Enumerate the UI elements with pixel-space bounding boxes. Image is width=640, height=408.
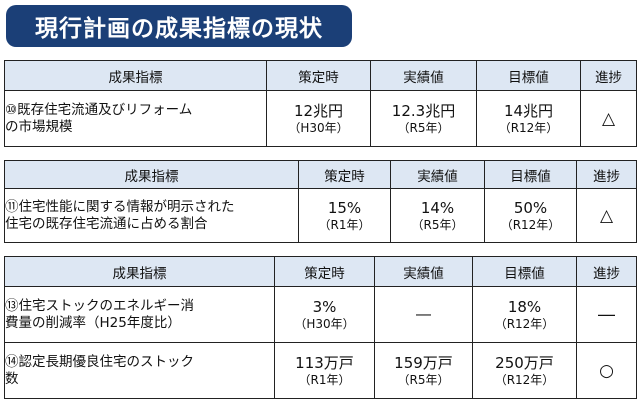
indicator-cell: ⑪住宅性能に関する情報が明示された 住宅の既存住宅流通に占める割合 bbox=[4, 188, 299, 243]
actual-year: （R5年） bbox=[397, 372, 450, 387]
header-progress: 進捗 bbox=[576, 160, 637, 189]
baseline-year: （H30年） bbox=[288, 120, 349, 135]
header-actual: 実績値 bbox=[374, 256, 473, 287]
indicator-cell: ⑬住宅ストックのエネルギー消 費量の削減率（H25年度比） bbox=[4, 286, 275, 343]
baseline-cell: 12兆円 （H30年） bbox=[266, 90, 371, 147]
indicator-table-1: 成果指標 策定時 実績値 目標値 進捗 ⑩既存住宅流通及びリフォーム の市場規模… bbox=[4, 60, 637, 147]
indicator-table-2: 成果指標 策定時 実績値 目標値 進捗 ⑪住宅性能に関する情報が明示された 住宅… bbox=[4, 160, 637, 243]
header-baseline: 策定時 bbox=[266, 60, 371, 91]
indicator-line: ⑭認定長期優良住宅のストック bbox=[5, 353, 194, 370]
target-cell: 14兆円 （R12年） bbox=[476, 90, 581, 147]
baseline-cell: 15% （R1年） bbox=[298, 188, 391, 243]
table-row: ⑬住宅ストックのエネルギー消 費量の削減率（H25年度比） 3% （H30年） … bbox=[4, 286, 637, 343]
target-cell: 50% （R12年） bbox=[484, 188, 577, 243]
indicator-line: ⑩既存住宅流通及びリフォーム bbox=[5, 101, 193, 118]
target-cell: 18% （R12年） bbox=[472, 286, 577, 343]
header-indicator: 成果指標 bbox=[4, 256, 275, 287]
indicator-cell: ⑩既存住宅流通及びリフォーム の市場規模 bbox=[4, 90, 267, 147]
actual-value: 14% bbox=[420, 198, 455, 217]
header-actual: 実績値 bbox=[370, 60, 477, 91]
target-value: 50% bbox=[513, 198, 548, 217]
progress-cell: △ bbox=[580, 90, 637, 147]
table-row: ⑩既存住宅流通及びリフォーム の市場規模 12兆円 （H30年） 12.3兆円 … bbox=[4, 90, 637, 147]
progress-cell: ― bbox=[576, 286, 637, 343]
baseline-year: （R1年） bbox=[298, 372, 351, 387]
actual-cell: 14% （R5年） bbox=[390, 188, 485, 243]
actual-cell: ― bbox=[374, 286, 473, 343]
actual-value: 12.3兆円 bbox=[391, 101, 456, 120]
header-indicator: 成果指標 bbox=[4, 60, 267, 91]
title-banner: 現行計画の成果指標の現状 bbox=[6, 5, 352, 47]
indicator-table-3: 成果指標 策定時 実績値 目標値 進捗 ⑬住宅ストックのエネルギー消 費量の削減… bbox=[4, 256, 637, 399]
actual-cell: 12.3兆円 （R5年） bbox=[370, 90, 477, 147]
actual-year: （R5年） bbox=[397, 120, 450, 135]
actual-year: （R5年） bbox=[411, 217, 464, 232]
target-year: （R12年） bbox=[494, 316, 555, 331]
actual-value: ― bbox=[416, 305, 431, 323]
target-year: （R12年） bbox=[498, 120, 559, 135]
indicator-cell: ⑭認定長期優良住宅のストック 数 bbox=[4, 342, 275, 399]
indicator-line: 住宅の既存住宅流通に占める割合 bbox=[5, 215, 208, 232]
target-cell: 250万戸 （R12年） bbox=[472, 342, 577, 399]
baseline-value: 15% bbox=[327, 198, 362, 217]
indicator-line: 費量の削減率（H25年度比） bbox=[5, 314, 181, 331]
target-value: 250万戸 bbox=[495, 353, 554, 372]
actual-value: 159万戸 bbox=[394, 353, 453, 372]
target-year: （R12年） bbox=[500, 217, 561, 232]
header-progress: 進捗 bbox=[576, 256, 637, 287]
progress-cell: △ bbox=[576, 188, 637, 243]
indicator-line: の市場規模 bbox=[5, 118, 73, 135]
target-year: （R12年） bbox=[494, 372, 555, 387]
indicator-line: 数 bbox=[5, 370, 19, 387]
header-baseline: 策定時 bbox=[274, 256, 375, 287]
header-target: 目標値 bbox=[484, 160, 577, 189]
target-value: 18% bbox=[507, 297, 542, 316]
baseline-cell: 113万戸 （R1年） bbox=[274, 342, 375, 399]
header-target: 目標値 bbox=[476, 60, 581, 91]
baseline-year: （H30年） bbox=[294, 316, 355, 331]
baseline-cell: 3% （H30年） bbox=[274, 286, 375, 343]
header-target: 目標値 bbox=[472, 256, 577, 287]
table-row: ⑭認定長期優良住宅のストック 数 113万戸 （R1年） 159万戸 （R5年）… bbox=[4, 342, 637, 399]
baseline-value: 12兆円 bbox=[293, 101, 344, 120]
indicator-line: ⑪住宅性能に関する情報が明示された bbox=[5, 198, 235, 215]
page-title: 現行計画の成果指標の現状 bbox=[35, 16, 323, 42]
baseline-year: （R1年） bbox=[318, 217, 371, 232]
table-row: ⑪住宅性能に関する情報が明示された 住宅の既存住宅流通に占める割合 15% （R… bbox=[4, 188, 637, 243]
baseline-value: 113万戸 bbox=[295, 353, 354, 372]
actual-cell: 159万戸 （R5年） bbox=[374, 342, 473, 399]
target-value: 14兆円 bbox=[503, 101, 554, 120]
progress-cell: ○ bbox=[576, 342, 637, 399]
header-actual: 実績値 bbox=[390, 160, 485, 189]
header-progress: 進捗 bbox=[580, 60, 637, 91]
header-indicator: 成果指標 bbox=[4, 160, 299, 189]
header-baseline: 策定時 bbox=[298, 160, 391, 189]
indicator-line: ⑬住宅ストックのエネルギー消 bbox=[5, 297, 194, 314]
baseline-value: 3% bbox=[312, 297, 337, 316]
